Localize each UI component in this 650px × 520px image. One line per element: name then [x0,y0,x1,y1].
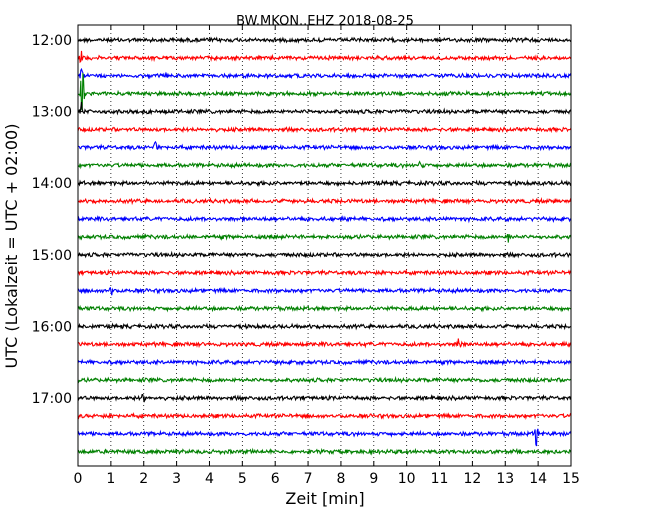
trace-1715 [77,411,572,420]
trace-1230 [77,67,572,80]
x-tick-label: 15 [562,471,580,487]
plot-area [78,25,571,466]
traces [77,36,572,456]
x-tick-label: 3 [172,471,181,487]
trace-1600 [77,322,572,331]
x-tick-label: 11 [431,471,449,487]
trace-1315 [77,125,572,134]
plot-frame [77,24,572,467]
y-tick-label: 14:00 [32,176,72,192]
y-tick-label: 15:00 [32,248,72,264]
trace-1400 [77,179,572,188]
trace-1345 [77,160,572,170]
x-tick-label: 10 [398,471,416,487]
y-tick-label: 12:00 [32,33,72,49]
trace-1515 [77,268,572,277]
trace-1645 [77,375,572,384]
y-axis-label: UTC (Lokalzeit = UTC + 02:00) [2,124,21,369]
x-tick-label: 0 [74,471,83,487]
trace-1215 [77,50,572,64]
plot-background [78,25,571,466]
x-tick-label: 5 [238,471,247,487]
x-axis: 0 1 2 3 4 5 6 7 8 9 10 11 12 13 14 15 [74,25,580,487]
y-axis: 12:00 13:00 14:00 15:00 16:00 17:00 [32,33,83,407]
x-tick-label: 14 [529,471,547,487]
trace-1445 [77,232,572,243]
x-tick-label: 4 [205,471,214,487]
trace-1415 [77,197,572,206]
x-tick-label: 13 [496,471,514,487]
grid-lines [110,25,539,466]
x-axis-label: Zeit [min] [285,489,364,508]
trace-1545 [77,304,572,313]
x-tick-label: 2 [139,471,148,487]
trace-1300 [77,101,572,116]
trace-1200 [77,36,572,44]
trace-1245 [77,73,572,111]
x-tick-label: 7 [304,471,313,487]
trace-1630 [77,358,572,367]
trace-1730 [77,428,572,447]
trace-1700 [77,393,572,403]
trace-1745 [77,447,572,456]
trace-1500 [77,250,572,259]
x-tick-label: 12 [463,471,481,487]
y-tick-label: 13:00 [32,105,72,121]
trace-1615 [77,338,572,349]
trace-1530 [77,286,571,296]
trace-1430 [77,214,572,224]
x-tick-label: 6 [271,471,280,487]
y-tick-label: 17:00 [32,391,72,407]
x-tick-label: 8 [336,471,345,487]
trace-1330 [77,140,572,152]
y-tick-label: 16:00 [32,319,72,335]
x-tick-label: 9 [369,471,378,487]
x-tick-label: 1 [106,471,115,487]
